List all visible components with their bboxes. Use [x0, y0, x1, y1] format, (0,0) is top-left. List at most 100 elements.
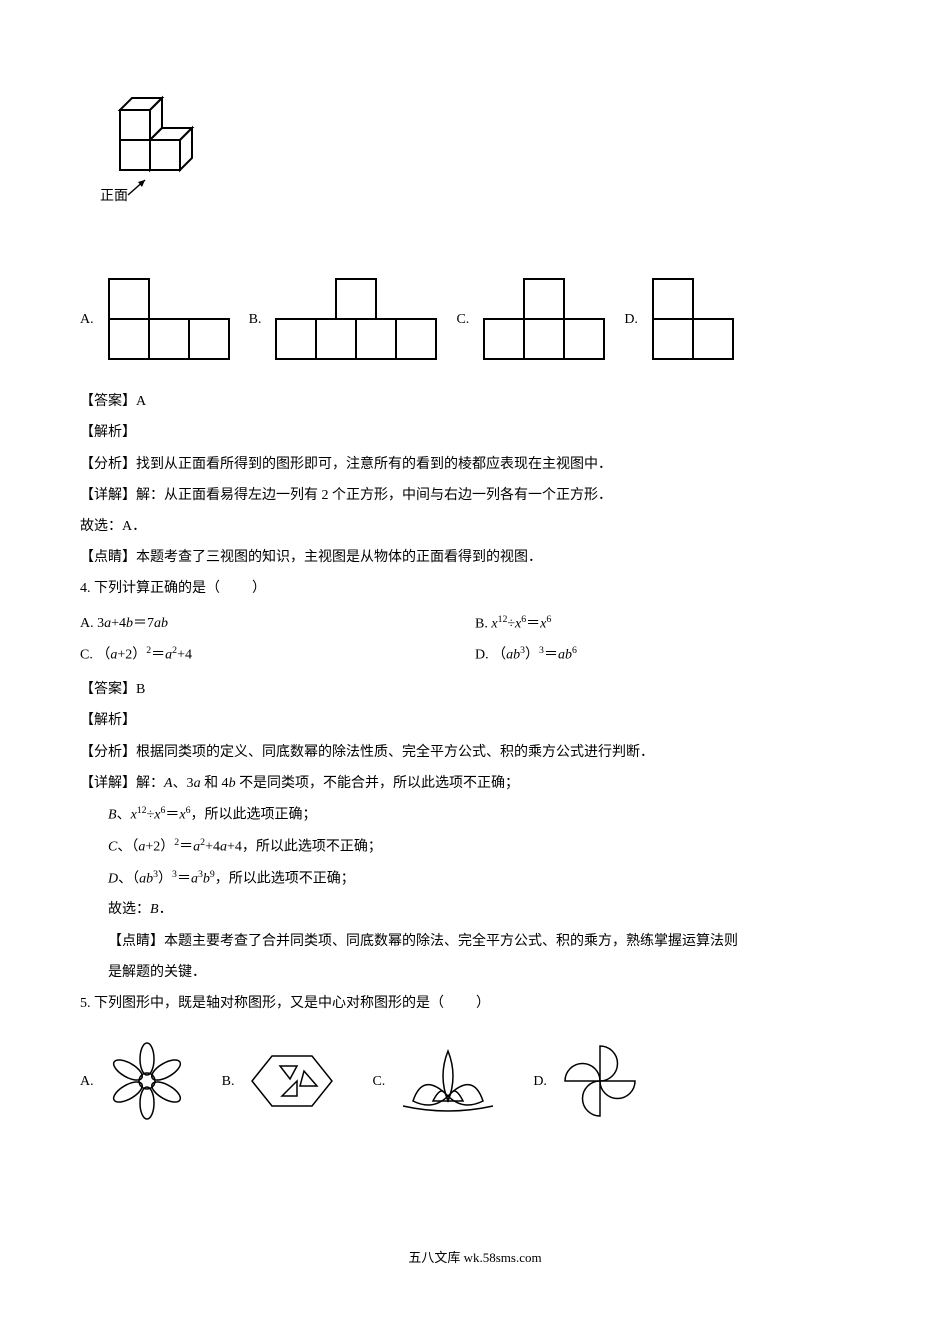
q5-opt-b: B. [222, 1041, 343, 1121]
q4-dc-1: 、（ [117, 839, 138, 854]
q5-stem: 5. 下列图形中，既是轴对称图形，又是中心对称图形的是（ ） [80, 991, 870, 1016]
flower-icon [102, 1036, 192, 1126]
q4-dd-7: a [191, 871, 198, 886]
q3-option-a: A. [80, 274, 234, 364]
q4-da-2: a [194, 776, 201, 791]
q4-dc-10: +4，所以此选项不正确； [227, 839, 382, 854]
q4d-2: ab [506, 648, 520, 663]
q4-db-6: ＝ [165, 808, 179, 823]
q4-da-1: 、3 [173, 776, 194, 791]
q4-opt-b: B. x12÷x6＝x6 [475, 611, 870, 637]
q5-opt-d: D. [533, 1036, 645, 1126]
q4-dc-8: +4 [205, 839, 220, 854]
q3-guxuan: 故选：A． [80, 514, 870, 539]
q4-dd-1: 、（ [118, 871, 139, 886]
q3-jiexi: 【解析】 [80, 420, 870, 445]
opt-d-label: D. [624, 307, 638, 332]
opt-b-label: B. [249, 307, 262, 332]
q4-detb: B、x12÷x6＝x6，所以此选项正确； [80, 802, 870, 828]
q5-opt-c: C. [372, 1041, 503, 1121]
q4-dd-11: ，所以此选项不正确； [215, 871, 355, 886]
q4-opt-c: C. （a+2）2＝a2+4 [80, 642, 475, 668]
q4-dd-2: ab [139, 871, 153, 886]
q4-detc: C、（a+2）2＝a2+4a+4，所以此选项不正确； [80, 834, 870, 860]
q4-db-0: 、 [117, 808, 131, 823]
q4b-7: ＝ [526, 616, 540, 631]
q4d-6: ＝ [544, 648, 558, 663]
q4-xiangjie: 【详解】解：A、3a 和 4b 不是同类项，不能合并，所以此选项不正确； [80, 771, 870, 796]
shape-a [104, 274, 234, 364]
page-footer: 五八文库 wk.58sms.com [80, 1246, 870, 1269]
shape-d [648, 274, 738, 364]
q4d-4: ） [525, 648, 539, 663]
q4-guxuan: 故选：B． [80, 897, 870, 922]
q5-d-label: D. [533, 1069, 547, 1094]
cubes-3d-figure: 正面 [90, 60, 870, 249]
q4c-1: C. （ [80, 648, 110, 663]
q4b-9: 6 [546, 614, 551, 625]
q4-db-pre: B [108, 808, 117, 823]
q5-c-label: C. [372, 1069, 385, 1094]
q4b-3: 12 [498, 614, 508, 625]
q4-dc-9: a [220, 839, 227, 854]
q4-fenxi: 【分析】根据同类项的定义、同底数幂的除法性质、完全平方公式、积的乘方公式进行判断… [80, 740, 870, 765]
q4-gx-1: 故选： [108, 902, 150, 917]
q4-da-3: 和 4 [201, 776, 229, 791]
q4-dd-4: ） [158, 871, 172, 886]
q4-xj-label: 【详解】解： [80, 776, 164, 791]
q3-options: A. B. C. [80, 274, 870, 364]
q5-options: A. B. [80, 1036, 870, 1126]
q4c-5: ＝ [151, 648, 165, 663]
q5-stem-pre: 5. 下列图形中，既是轴对称图形，又是中心对称图形的是（ [80, 996, 444, 1011]
q3-answer: 【答案】A [80, 389, 870, 414]
q4-gx-3: ． [159, 902, 173, 917]
q4-answer: 【答案】B [80, 677, 870, 702]
q5-stem-suf: ） [476, 996, 490, 1011]
q4d-7: ab [558, 648, 572, 663]
shape-c [479, 274, 609, 364]
front-label: 正面 [100, 189, 128, 204]
q4c-3: +2） [117, 648, 146, 663]
q4b-1: B. [475, 616, 491, 631]
q4-dd-9: b [203, 871, 210, 886]
q4-opt-a: A. 3a+4b＝7ab [80, 611, 475, 637]
q4a-3: +4 [111, 616, 126, 631]
q4-jiexi: 【解析】 [80, 708, 870, 733]
q4-dd-6: ＝ [177, 871, 191, 886]
q4-opt-d: D. （ab3）3＝ab6 [475, 642, 870, 668]
pinwheel-icon [555, 1036, 645, 1126]
q3-option-c: C. [456, 274, 609, 364]
q3-fenxi: 【分析】找到从正面看所得到的图形即可，注意所有的看到的棱都应表现在主视图中． [80, 452, 870, 477]
q3-option-d: D. [624, 274, 738, 364]
q4-dianqing: 【点睛】本题主要考查了合并同类项、同底数幂的除法、完全平方公式、积的乘方，熟练掌… [80, 929, 870, 954]
cubes-3d-svg: 正面 [90, 60, 240, 240]
q4c-8: +4 [177, 648, 192, 663]
q4a-4: b [126, 616, 133, 631]
shape-b [271, 274, 441, 364]
q4-dc-pre: C [108, 839, 117, 854]
q4d-8: 6 [572, 645, 577, 656]
opt-c-label: C. [456, 307, 469, 332]
q4b-4: ÷ [507, 616, 515, 631]
q4-dd-pre: D [108, 871, 118, 886]
q4-dc-3: +2） [145, 839, 174, 854]
q4d-1: D. （ [475, 648, 506, 663]
q3-option-b: B. [249, 274, 442, 364]
q4a-1: A. 3 [80, 616, 104, 631]
q4-detd: D、（ab3）3＝a3b9，所以此选项不正确； [80, 866, 870, 892]
q4-db-9: ，所以此选项正确； [191, 808, 317, 823]
q4-dianqing2: 是解题的关键． [80, 960, 870, 985]
opt-a-label: A. [80, 307, 94, 332]
q4-gx-2: B [150, 902, 159, 917]
q4-da-pre: A [164, 776, 173, 791]
q4-options: A. 3a+4b＝7ab B. x12÷x6＝x6 C. （a+2）2＝a2+4… [80, 608, 870, 672]
q3-dianqing: 【点睛】本题考查了三视图的知识，主视图是从物体的正面看得到的视图． [80, 545, 870, 570]
q4-stem-suf: ） [252, 581, 266, 596]
q5-opt-a: A. [80, 1036, 192, 1126]
q5-b-label: B. [222, 1069, 235, 1094]
q4-dc-5: ＝ [179, 839, 193, 854]
q4-stem: 4. 下列计算正确的是（ ） [80, 576, 870, 601]
q4-stem-pre: 4. 下列计算正确的是（ [80, 581, 220, 596]
q5-a-label: A. [80, 1069, 94, 1094]
lotus-icon [393, 1041, 503, 1121]
